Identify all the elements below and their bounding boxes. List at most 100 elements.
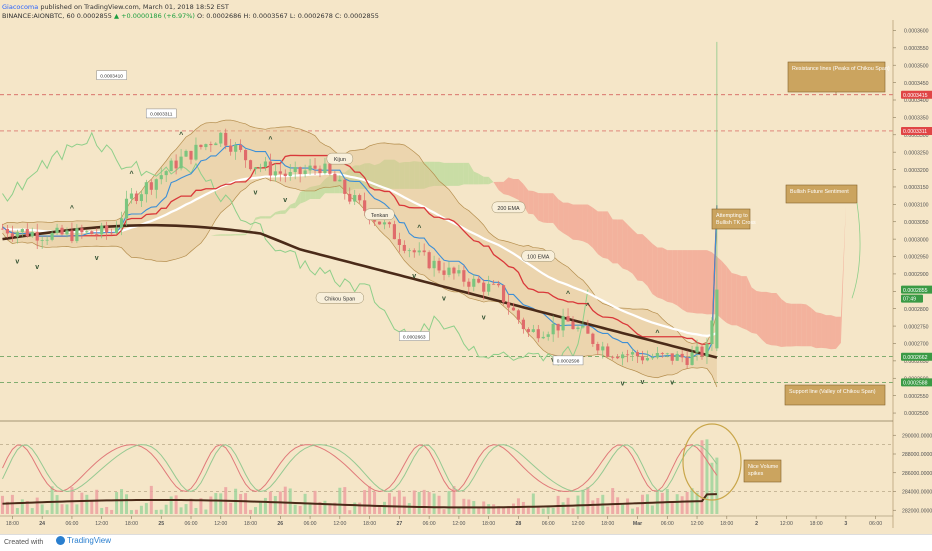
candle-body [224,133,227,146]
candle-body [433,261,436,268]
volume-bar [388,493,391,514]
volume-bar [239,494,242,514]
candle-body [1,229,4,230]
candle-body [383,222,386,224]
volume-bar [621,504,624,514]
cloud-segment [300,190,305,204]
tk-cross-note-text: Bullish TK Cross [716,220,756,226]
volume-bar [1,496,4,514]
candle-body [60,228,63,235]
candle-body [631,352,634,354]
volume-bar [413,491,416,514]
candle-body [323,164,326,173]
level-badge-label: 0.0003311 [903,129,927,135]
candle-body [571,322,574,330]
volume-bar [299,506,302,514]
volume-bar [358,503,361,514]
price-tick-label: 0.0003400 [904,98,929,104]
time-tick-label: 18:00 [125,521,138,527]
volume-bar [85,495,88,514]
cloud-segment [806,304,811,346]
fractal-up-arrow: ^ [417,224,421,232]
cloud-segment [608,211,613,263]
candle-body [695,347,698,353]
candle-body [472,279,475,287]
volume-bar [596,498,599,514]
volume-bar [120,489,123,514]
cloud-segment [513,179,518,200]
candle-body [304,170,307,174]
volume-bar [204,510,207,514]
candle-body [690,353,693,365]
tradingview-logo[interactable]: TradingView [56,536,111,545]
volume-bar [591,500,594,514]
candle-body [41,240,44,241]
cloud-segment [484,177,489,185]
fractal-down-arrow: v [621,380,625,387]
volume-bar [75,504,78,514]
candle-body [700,347,703,357]
candle-body [95,234,98,235]
cloud-segment [598,211,603,257]
volume-bar [393,497,396,514]
volume-bar [130,510,133,514]
volume-bar [428,492,431,514]
price-tick-label: 0.0003150 [904,185,929,191]
time-tick-label: 26 [277,521,283,527]
candle-body [55,228,58,233]
cloud-segment [722,261,727,323]
candle-body [328,164,331,174]
candle-body [318,169,321,173]
time-tick-label: 06:00 [185,521,198,527]
candle-body [651,357,654,358]
candle-body [269,161,272,175]
candle-body [115,228,118,233]
candle-body [671,353,674,360]
volume-bar [552,508,555,514]
candle-body [299,167,302,174]
fractal-down-arrow: v [640,379,644,386]
volume-bar [443,509,446,514]
volume-tick-label: 290000.0000 [902,433,932,439]
candle-body [16,232,19,237]
fractal-up-arrow: ^ [268,136,272,144]
candle-body [46,240,49,241]
cloud-segment [742,276,747,330]
candle-body [492,284,495,285]
cloud-segment [692,250,697,313]
candle-body [234,145,237,152]
candle-body [80,228,83,232]
cloud-segment [781,299,786,347]
volume-bar [31,508,34,514]
candle-body [462,270,465,282]
candle-body [715,290,718,349]
candle-body [686,357,689,365]
price-chart[interactable]: vv^v^^v^vv^vvv^^vv^v 0.00036000.00035500… [0,0,932,534]
candle-body [70,231,73,242]
ema200-series-label: 200 EMA [497,206,520,212]
level-badge-label: 0.0002855 [903,288,928,294]
callout-label: 0.0003311 [150,112,173,118]
cloud-segment [816,312,821,348]
volume-bar [522,502,525,514]
candle-body [358,195,361,200]
cloud-segment [677,250,682,309]
volume-bar [492,504,495,514]
time-tick-label: 12:00 [452,521,465,527]
candle-body [403,245,406,251]
tradingview-brand: TradingView [67,536,111,545]
candle-body [284,174,287,176]
cloud-segment [444,163,449,186]
volume-bar [328,504,331,514]
kijun-series-label: Kijun [334,157,346,163]
tenkan-series-label: Tenkan [371,213,388,219]
volume-bar [338,488,341,514]
candle-body [264,161,267,167]
cloud-segment [623,220,628,271]
volume-bar [457,507,460,514]
cloud-segment [543,193,548,223]
candle-body [532,329,535,332]
candle-body [36,232,39,241]
time-tick-label: 18:00 [363,521,376,527]
volume-bar [512,504,515,514]
